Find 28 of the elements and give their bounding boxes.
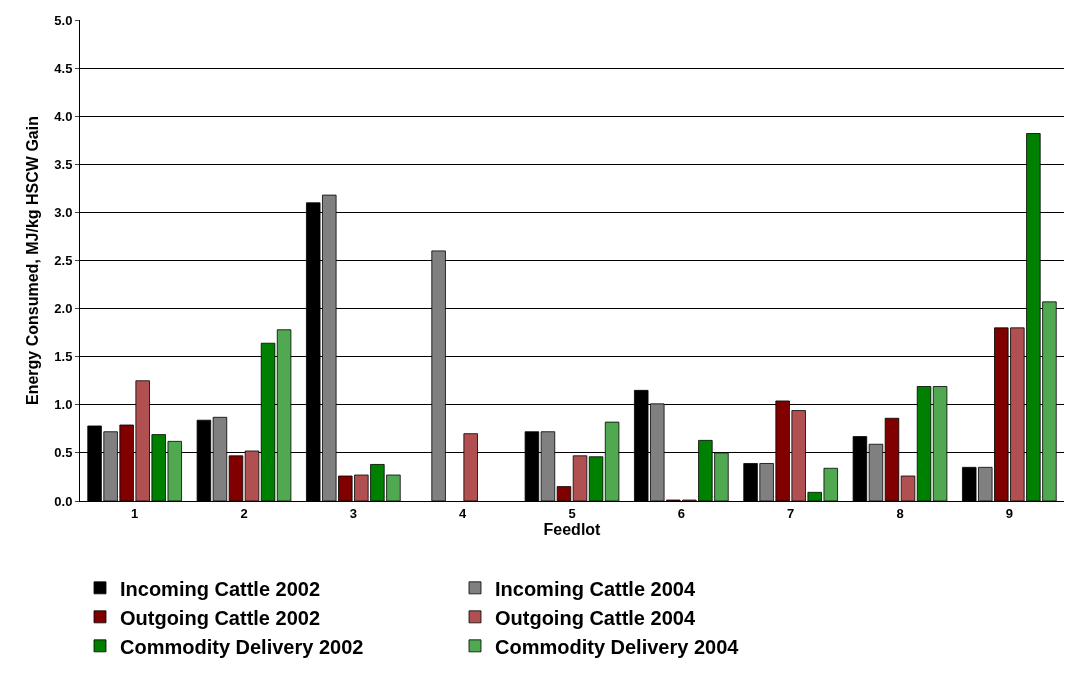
x-tick-label: 3 — [349, 505, 357, 521]
y-tick-label: 5.0 — [54, 12, 73, 28]
x-tick-label: 6 — [677, 505, 685, 521]
y-tick-label: 0.5 — [54, 445, 73, 461]
legend-label: Incoming Cattle 2004 — [495, 577, 696, 600]
x-tick-label: 2 — [240, 505, 248, 521]
x-tick-label: 7 — [787, 505, 795, 521]
y-tick-label: 4.5 — [54, 60, 73, 76]
y-tick-label: 3.5 — [54, 156, 73, 172]
legend-label: Outgoing Cattle 2004 — [495, 606, 696, 629]
x-tick-label: 4 — [459, 505, 468, 521]
y-tick-label: 1.0 — [54, 397, 73, 413]
legend-label: Outgoing Cattle 2002 — [120, 606, 321, 629]
x-tick-label: 1 — [131, 505, 139, 521]
legend-label: Commodity Delivery 2002 — [120, 635, 364, 658]
x-tick-label: 9 — [1005, 505, 1013, 521]
y-axis-title: Energy Consumed, MJ/kg HSCW Gain — [24, 116, 41, 405]
y-tick-label: 0.0 — [54, 493, 73, 509]
x-tick-label: 8 — [896, 505, 904, 521]
x-axis-title: Feedlot — [543, 520, 602, 538]
y-tick-label: 3.0 — [54, 204, 73, 220]
y-tick-label: 1.5 — [54, 349, 73, 365]
x-tick-label: 5 — [568, 505, 576, 521]
legend-label: Commodity Delivery 2004 — [495, 635, 740, 658]
legend-label: Incoming Cattle 2002 — [120, 577, 321, 600]
y-tick-label: 4.0 — [54, 108, 73, 124]
y-tick-label: 2.0 — [54, 301, 73, 317]
y-tick-label: 2.5 — [54, 253, 73, 269]
